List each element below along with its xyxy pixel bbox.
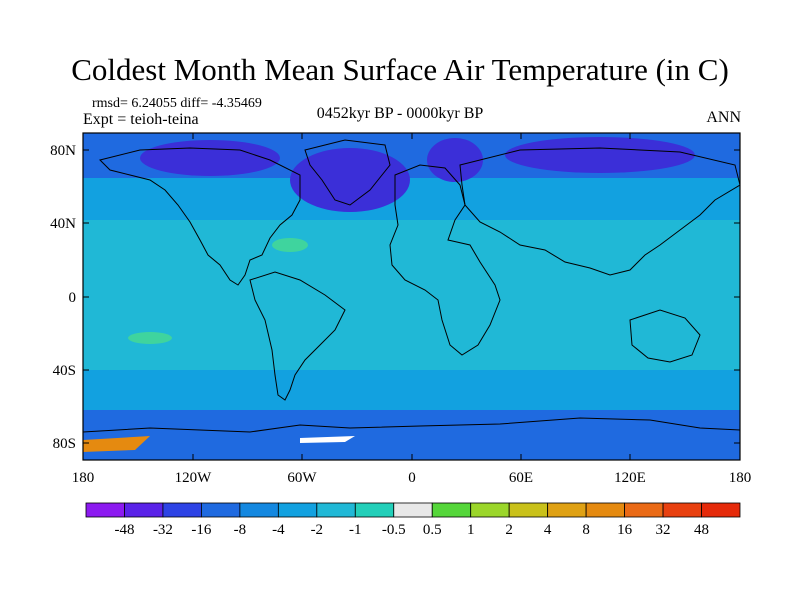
field-gulf-warm: [272, 238, 308, 252]
legend-swatch: [85, 502, 125, 518]
legend-labels: -48 -32 -16 -8 -4 -2 -1 -0.5 0.5 1 2 4 8 16 32 48: [114, 522, 709, 538]
legend-label: 1: [467, 522, 475, 538]
legend-label: -8: [234, 522, 247, 538]
lat-label: 0: [69, 290, 77, 306]
legend-swatch: [201, 502, 241, 518]
field-greenland-cold: [290, 148, 410, 212]
legend-swatch: [662, 502, 702, 518]
legend-label: 32: [656, 522, 671, 538]
field-antarctic-anomaly-2: [300, 436, 355, 443]
legend-swatch: [431, 502, 472, 518]
legend-swatch: [162, 502, 202, 518]
legend-label: 4: [544, 522, 552, 538]
legend-label: 48: [694, 522, 709, 538]
experiment-label: Expt = teioh-teina: [83, 111, 199, 128]
legend-swatch: [508, 502, 549, 518]
stats-text: rmsd= 6.24055 diff= -4.35469: [92, 96, 262, 111]
field-arctic-cold-1: [427, 138, 483, 182]
legend-swatch: [701, 502, 741, 518]
period-label: 0452kyr BP - 0000kyr BP: [316, 105, 484, 122]
color-legend: [85, 502, 741, 518]
field-band-tropics: [83, 220, 740, 370]
field-pacific-warm: [128, 332, 172, 344]
legend-label: -2: [311, 522, 324, 538]
legend-swatch: [547, 502, 587, 518]
legend-label: 2: [505, 522, 513, 538]
field-antarctic-anomaly: [83, 436, 150, 452]
legend-swatch: [470, 502, 510, 518]
legend-swatch: [585, 502, 625, 518]
south-america-outline: [249, 271, 346, 401]
legend-swatch: [316, 502, 356, 518]
north-america-outline: [99, 147, 301, 286]
lon-label: 60W: [287, 470, 317, 486]
legend-label: 8: [582, 522, 590, 538]
field-band-high-south: [83, 410, 740, 460]
legend-swatch: [277, 502, 318, 518]
lon-label: 180: [72, 470, 95, 486]
legend-swatch: [239, 502, 279, 518]
asia-outline: [459, 147, 740, 276]
lon-label: 120W: [175, 470, 213, 486]
antarctica-outline: [83, 417, 740, 433]
latitude-axis: 80N 40N 0 40S 80S: [50, 143, 740, 452]
legend-label: -16: [191, 522, 211, 538]
legend-swatch: [624, 502, 664, 518]
legend-label: -32: [153, 522, 173, 538]
lon-label: 120E: [614, 470, 646, 486]
legend-label: -1: [349, 522, 362, 538]
season-label: ANN: [706, 109, 741, 126]
field-band-mid-north: [83, 178, 740, 220]
lon-label: 0: [408, 470, 416, 486]
legend-label: -48: [114, 522, 134, 538]
legend-swatch: [124, 502, 164, 518]
legend-label: -4: [272, 522, 285, 538]
plot-title: Coldest Month Mean Surface Air Temperatu…: [71, 52, 729, 87]
greenland-outline: [304, 139, 391, 206]
lat-label: 80S: [53, 436, 76, 452]
lon-label: 60E: [509, 470, 533, 486]
legend-label: 0.5: [423, 522, 442, 538]
lat-label: 40N: [50, 216, 76, 232]
temperature-field: [83, 133, 740, 460]
legend-swatch: [354, 502, 395, 518]
legend-swatch: [393, 502, 433, 518]
longitude-axis: 180 120W 60W 0 60E 120E 180: [72, 133, 752, 486]
coastlines: [83, 139, 740, 433]
lat-label: 80N: [50, 143, 76, 159]
field-band-mid-south: [83, 370, 740, 410]
legend-label: -0.5: [382, 522, 406, 538]
legend-label: 16: [617, 522, 633, 538]
lat-label: 40S: [53, 363, 76, 379]
australia-outline: [629, 309, 701, 363]
lon-label: 180: [729, 470, 752, 486]
field-canada-cold: [140, 140, 280, 176]
field-siberia-cold: [505, 137, 695, 173]
